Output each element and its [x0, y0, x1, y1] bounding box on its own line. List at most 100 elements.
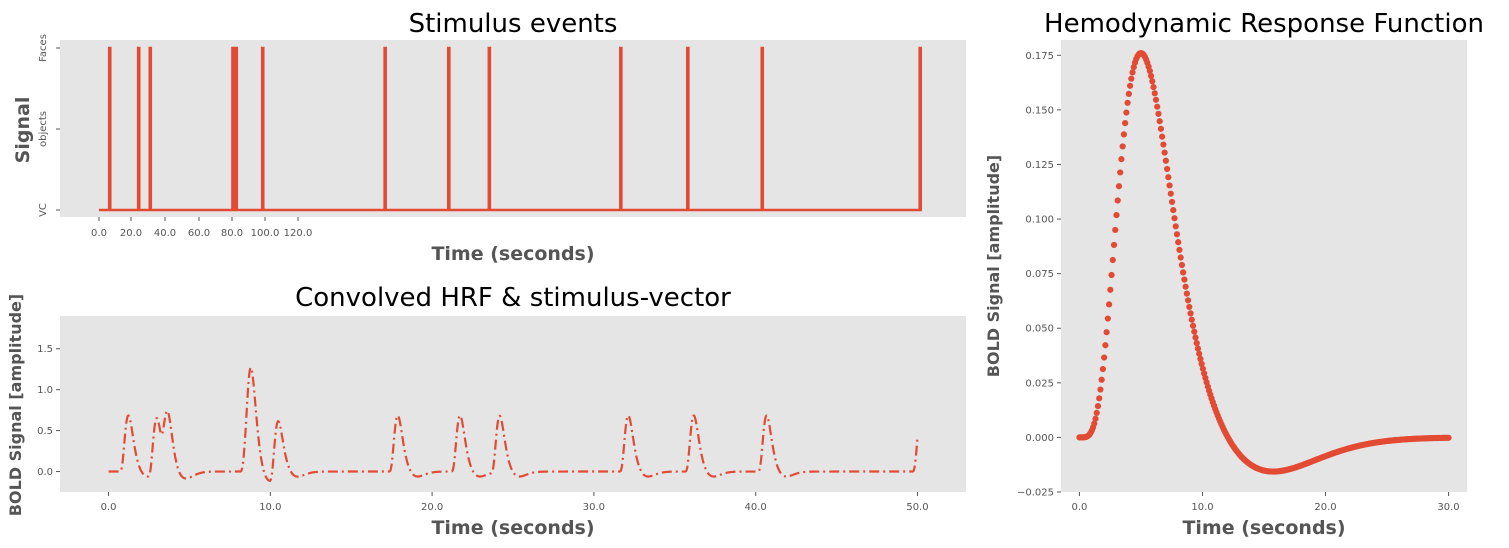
convolved-ticks: 0.0 10.0 20.0 30.0 40.0 50.0 0.0 0.5 1.0 1.5 — [37, 344, 929, 513]
convolved-title: Convolved HRF & stimulus-vector — [295, 283, 731, 313]
x-tick-label: 0.0 — [91, 228, 107, 239]
hrf-point — [1199, 365, 1206, 372]
hrf-point — [1166, 182, 1173, 189]
y-tick-label: 0.150 — [1025, 105, 1054, 116]
hrf-point — [1175, 239, 1182, 246]
hrf-point — [1194, 345, 1202, 352]
hrf-point — [1192, 334, 1199, 341]
hrf-point — [1164, 165, 1171, 173]
y-tick-label: VC — [38, 203, 49, 217]
hrf-point — [1162, 157, 1169, 164]
hrf-point — [1146, 67, 1153, 75]
hrf-point — [1171, 215, 1178, 222]
hrf-point — [1092, 415, 1099, 422]
stimulus-events-panel: 0.0 20.0 40.0 60.0 80.0 100.0 120.0 VC objects Fa… — [12, 9, 966, 265]
hrf-point — [1182, 283, 1189, 290]
hrf-point — [1114, 197, 1121, 204]
hrf-point — [1091, 420, 1098, 427]
y-tick-label: 0.000 — [1025, 433, 1054, 444]
y-tick-label: 0.050 — [1025, 324, 1054, 335]
hrf-point — [1108, 271, 1115, 279]
x-tick-label: 120.0 — [284, 228, 313, 239]
hrf-point — [1193, 340, 1200, 347]
hrf-point — [1168, 198, 1176, 206]
hrf-point — [1189, 322, 1197, 329]
x-tick-label: 20.0 — [421, 502, 443, 513]
hrf-point — [1183, 290, 1190, 297]
hrf-panel: 0.0 10.0 20.0 30.0 −0.025 0.000 0.025 0.050 0.07… — [984, 9, 1484, 539]
hrf-point — [1151, 90, 1158, 97]
convolved-ylabel: BOLD Signal [amplitude] — [6, 294, 25, 516]
hrf-ticks: 0.0 10.0 20.0 30.0 −0.025 0.000 0.025 0.050 0.07… — [1017, 51, 1460, 513]
hrf-point — [1125, 90, 1132, 97]
stimulus-events-plot-area — [60, 40, 966, 217]
hrf-point — [1154, 103, 1161, 110]
hrf-point — [1187, 310, 1194, 317]
y-tick-label: Faces — [38, 34, 49, 62]
hrf-point — [1198, 360, 1205, 368]
x-tick-label: 0.0 — [101, 502, 117, 513]
hrf-point — [1445, 434, 1452, 441]
hrf-point — [1107, 286, 1114, 293]
y-tick-label: 0.125 — [1025, 160, 1054, 171]
hrf-point — [1181, 276, 1188, 283]
hrf-plot-area — [1061, 40, 1467, 492]
hrf-point — [1173, 231, 1181, 238]
hrf-point — [1152, 96, 1160, 103]
stimulus-events-series — [99, 46, 923, 212]
hrf-point — [1167, 190, 1174, 197]
hrf-point — [1098, 376, 1105, 383]
x-tick-label: 20.0 — [120, 228, 142, 239]
hrf-point — [1156, 118, 1163, 125]
y-tick-label: 0.175 — [1025, 51, 1054, 62]
hrf-point — [1129, 69, 1136, 76]
hrf-point — [1124, 99, 1131, 106]
hrf-point — [1180, 269, 1187, 276]
hrf-point — [1177, 254, 1184, 261]
hrf-point — [1093, 409, 1100, 417]
y-tick-label: 0.075 — [1025, 269, 1054, 280]
hrf-point — [1102, 342, 1109, 349]
hrf-point — [1184, 297, 1192, 304]
hrf-point — [1115, 183, 1123, 190]
x-tick-label: 40.0 — [745, 502, 767, 513]
x-tick-label: 10.0 — [1191, 502, 1213, 513]
hrf-point — [1104, 315, 1111, 322]
x-tick-label: 40.0 — [154, 228, 176, 239]
y-tick-label: 0.5 — [37, 426, 53, 437]
hrf-point — [1191, 328, 1198, 335]
y-tick-label: 0.100 — [1025, 215, 1054, 226]
hrf-point — [1094, 403, 1102, 410]
hrf-point — [1149, 78, 1156, 85]
hrf-point — [1197, 355, 1204, 363]
hrf-point — [1117, 169, 1124, 176]
hrf-point — [1119, 143, 1126, 150]
hrf-title: Hemodynamic Response Function — [1044, 9, 1484, 39]
stimulus-line — [99, 46, 923, 212]
hrf-point — [1118, 156, 1125, 163]
stimulus-events-ticks: 0.0 20.0 40.0 60.0 80.0 100.0 120.0 VC objects Fa… — [38, 34, 312, 239]
hrf-point — [1160, 141, 1167, 148]
hrf-point — [1157, 125, 1165, 132]
hrf-point — [1112, 226, 1119, 234]
hrf-point — [1110, 241, 1118, 249]
hrf-point — [1126, 82, 1134, 89]
hrf-point — [1165, 174, 1172, 181]
hrf-xlabel: Time (seconds) — [1182, 517, 1345, 539]
hrf-point — [1105, 301, 1113, 308]
hrf-point — [1097, 386, 1104, 393]
y-tick-label: 1.0 — [37, 385, 53, 396]
x-tick-label: 50.0 — [906, 502, 928, 513]
hrf-point — [1103, 329, 1110, 336]
hrf-point — [1176, 246, 1183, 253]
hrf-point — [1150, 83, 1157, 91]
y-tick-label: objects — [38, 111, 49, 147]
y-tick-label: −0.025 — [1017, 488, 1054, 499]
hrf-point — [1096, 395, 1103, 402]
hrf-point — [1196, 350, 1203, 357]
hrf-point — [1178, 261, 1186, 269]
hrf-point — [1170, 207, 1177, 214]
hrf-series — [1076, 50, 1452, 475]
hrf-point — [1122, 119, 1129, 127]
